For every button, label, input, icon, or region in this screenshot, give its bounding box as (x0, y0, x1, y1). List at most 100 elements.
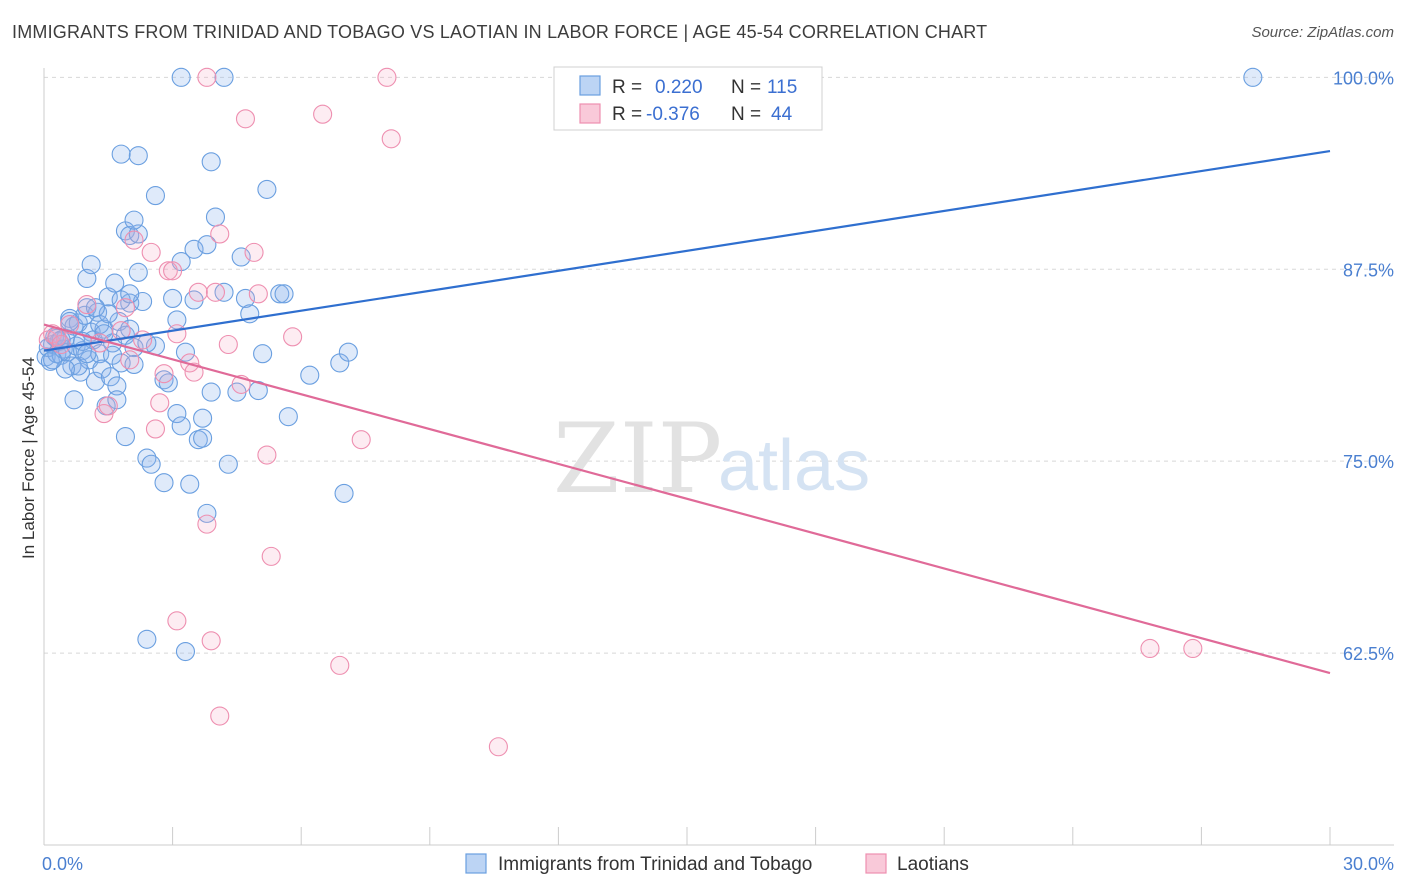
pink-point (205, 282, 226, 302)
blue-point (171, 67, 191, 87)
axes (43, 68, 1394, 846)
blue-point (175, 642, 196, 662)
blue-point (167, 404, 187, 424)
blue-point (278, 407, 298, 427)
blue-point (274, 284, 294, 304)
blue-point (218, 454, 238, 474)
pink-point (60, 314, 80, 335)
blue-point (137, 629, 157, 649)
pink-point (377, 67, 397, 87)
legend-n-value-pink: 44 (771, 104, 793, 125)
blue-point (141, 454, 161, 474)
legend-swatch-pink (579, 103, 601, 124)
pink-point (141, 242, 161, 262)
pink-point (1140, 638, 1160, 659)
blue-point (111, 144, 131, 164)
pink-point (115, 298, 135, 318)
pink-point (184, 362, 204, 382)
x-tick-label-start: 0.0% (42, 854, 83, 874)
blue-point (107, 376, 127, 396)
blue-point (197, 235, 217, 255)
legend-n-label-blue: N = (731, 77, 761, 98)
pink-point (210, 706, 230, 726)
chart-title: IMMIGRANTS FROM TRINIDAD AND TOBAGO VS L… (12, 22, 988, 42)
y-tick-label: 100.0% (1333, 68, 1394, 88)
series-pink-points (38, 67, 1203, 757)
pink-point (248, 284, 268, 304)
pink-point (124, 230, 144, 250)
series-legend: Immigrants from Trinidad and Tobago Laot… (465, 853, 969, 875)
pink-point (244, 242, 264, 262)
blue-point (197, 503, 217, 523)
pink-point (77, 295, 97, 315)
blue-point (128, 146, 148, 166)
y-tick-label: 75.0% (1343, 452, 1394, 472)
blue-point (175, 342, 196, 362)
bottom-legend-swatch-blue (465, 853, 487, 874)
pink-point (167, 324, 187, 344)
y-tick-label: 87.5% (1343, 260, 1394, 280)
blue-point (81, 255, 101, 275)
y-tick-labels: 100.0% 87.5% 75.0% 62.5% (1333, 68, 1394, 664)
pink-point (381, 129, 401, 149)
pink-point (145, 419, 166, 439)
pink-point (488, 737, 508, 757)
blue-point (154, 473, 174, 493)
pink-point (167, 611, 187, 631)
legend-r-value-pink: -0.376 (646, 104, 700, 125)
blue-point (64, 390, 84, 410)
pink-point (330, 655, 350, 675)
trend-line-blue (43, 149, 1331, 352)
blue-point (253, 344, 273, 364)
bottom-legend-label-blue: Immigrants from Trinidad and Tobago (498, 854, 812, 875)
gridlines (44, 76, 1394, 654)
watermark-atlas: atlas (718, 426, 870, 506)
blue-point (171, 416, 191, 436)
blue-point (115, 427, 135, 447)
correlation-legend: R = 0.220 N = 115 R = -0.376 N = 44 (553, 66, 823, 131)
blue-point (270, 284, 290, 304)
blue-point (231, 247, 251, 267)
pink-point (257, 445, 277, 465)
pink-point (313, 104, 333, 124)
bottom-legend-label-pink: Laotians (897, 854, 969, 875)
blue-point (180, 474, 200, 494)
y-axis-title: In Labor Force | Age 45-54 (19, 357, 38, 559)
blue-point (235, 288, 256, 308)
blue-point (128, 262, 148, 282)
pink-point (218, 334, 238, 355)
pink-point (154, 364, 174, 384)
pink-point (98, 396, 118, 416)
watermark-zip: ZIP (553, 403, 722, 515)
pink-point (201, 631, 221, 651)
legend-r-value-blue: 0.220 (655, 77, 703, 98)
blue-point (201, 152, 221, 172)
blue-point (334, 483, 354, 503)
blue-point (100, 367, 120, 387)
pink-point (150, 393, 170, 413)
trend-line-pink (43, 323, 1331, 675)
source-label: Source: ZipAtlas.com (1251, 24, 1394, 41)
x-tick-labels: 0.0% 30.0% (42, 854, 1394, 874)
blue-point (163, 288, 183, 308)
pink-point (1183, 638, 1203, 659)
pink-point (158, 261, 178, 281)
legend-swatch-blue (579, 75, 601, 96)
blue-point (85, 371, 105, 391)
blue-point (257, 179, 277, 199)
blue-point (43, 350, 63, 370)
blue-point (158, 373, 178, 393)
x-tick-label-end: 30.0% (1343, 854, 1394, 874)
pink-point (235, 109, 256, 129)
blue-point (105, 273, 125, 293)
blue-point (338, 342, 358, 362)
pink-point (351, 430, 371, 450)
blue-point (193, 408, 213, 428)
bottom-legend-swatch-pink (865, 853, 887, 874)
pink-point (197, 67, 217, 87)
pink-point (197, 514, 217, 534)
pink-point (51, 334, 71, 355)
pink-point (210, 224, 230, 244)
blue-point (193, 428, 213, 448)
